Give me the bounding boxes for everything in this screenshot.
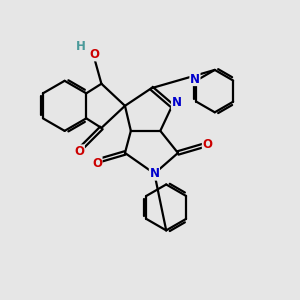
Text: N: N: [149, 167, 159, 180]
Text: O: O: [202, 138, 212, 151]
Text: O: O: [92, 157, 102, 170]
Text: N: N: [190, 73, 200, 85]
Text: H: H: [76, 40, 86, 53]
Text: N: N: [172, 96, 182, 110]
Text: O: O: [74, 145, 84, 158]
Text: O: O: [89, 48, 99, 61]
